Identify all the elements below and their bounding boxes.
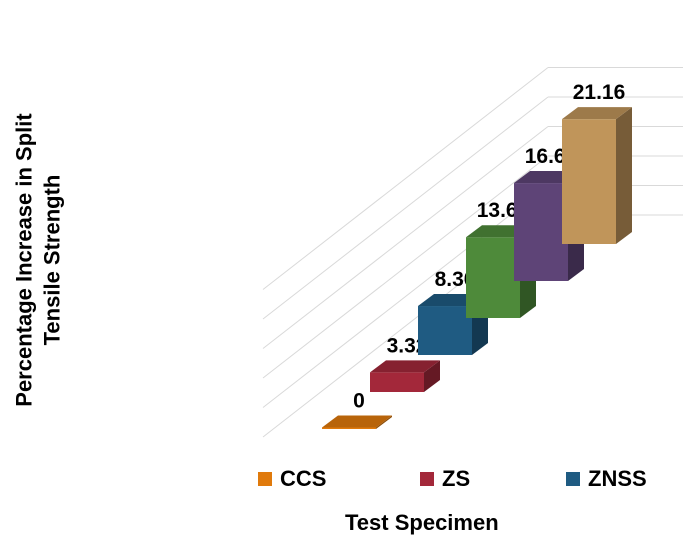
bar-2 xyxy=(418,306,472,355)
legend-swatch-0 xyxy=(258,472,272,486)
gridline-1 xyxy=(262,185,549,408)
data-label-2: 8.30 xyxy=(435,268,476,291)
legend-swatch-2 xyxy=(566,472,580,486)
bar-side-0 xyxy=(376,415,392,429)
y-axis-title-line1: Percentage Increase in Split xyxy=(12,113,37,407)
x-axis-title: Test Specimen xyxy=(345,510,499,535)
bar-side-1 xyxy=(424,360,440,392)
gridline-2 xyxy=(262,155,549,379)
data-label-5: 21.16 xyxy=(573,81,626,104)
bar-side-5 xyxy=(616,107,632,244)
bar-0 xyxy=(322,427,376,429)
gridline-5 xyxy=(262,67,549,290)
y-axis-title-line2: Tensile Strength xyxy=(40,174,65,346)
bar-5 xyxy=(562,119,616,244)
gridline-3 xyxy=(262,126,549,349)
bar-top-0 xyxy=(322,415,392,428)
legend-label-2: ZNSS xyxy=(588,466,647,491)
data-label-1: 3.32 xyxy=(387,334,428,357)
legend-item-1: ZS xyxy=(420,466,470,492)
bar-1 xyxy=(370,372,424,392)
data-label-0: 0 xyxy=(353,390,365,413)
legend-item-0: CCS xyxy=(258,466,326,492)
gridline-4 xyxy=(262,96,549,320)
legend-swatch-1 xyxy=(420,472,434,486)
bar-4 xyxy=(514,183,568,281)
legend-item-2: ZNSS xyxy=(566,466,647,492)
bar-top-5 xyxy=(562,107,632,120)
legend-label-1: ZS xyxy=(442,466,471,491)
legend: CCS ZS ZNSS xyxy=(0,466,683,496)
bar-3 xyxy=(466,237,520,318)
bar-top-1 xyxy=(370,360,440,373)
legend-label-0: CCS xyxy=(280,466,327,491)
y-axis-title: Percentage Increase in Split Tensile Str… xyxy=(8,20,70,500)
